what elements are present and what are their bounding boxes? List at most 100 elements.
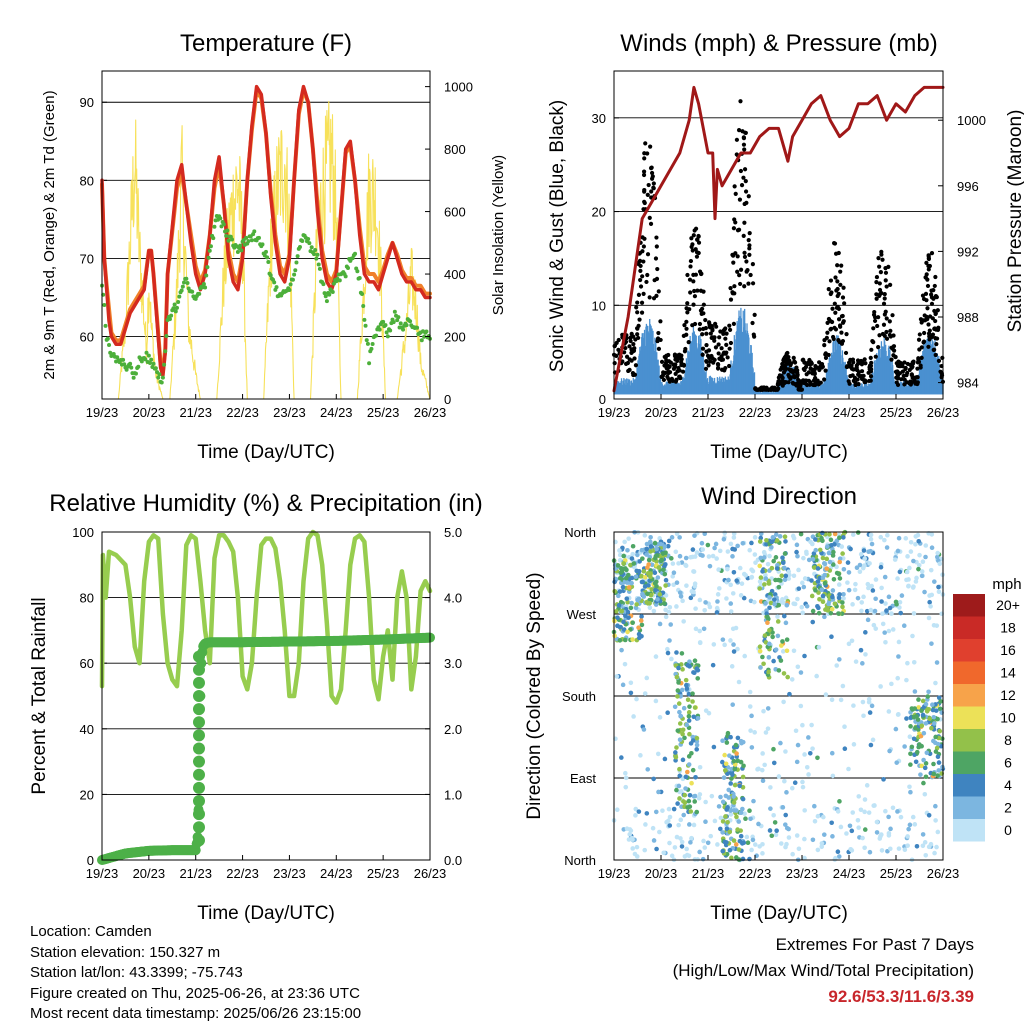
direction-point [726,795,732,800]
gust-point [747,252,752,257]
gust-point [679,360,684,365]
direction-point [617,552,623,558]
colorbar-label: 0 [1004,822,1012,838]
gust-point [932,283,937,289]
gust-point [927,328,932,333]
x-tick-label: 26/23 [927,866,960,881]
colorbar-swatch [953,774,985,797]
direction-point [749,540,754,546]
direction-point [661,567,666,573]
direction-point [837,592,842,597]
direction-point [677,773,683,779]
direction-point [740,856,746,862]
direction-point [629,600,634,606]
direction-point [932,850,937,856]
gust-point [828,278,834,283]
gust-point [780,383,785,388]
gust-point [623,345,628,351]
gust-point [708,359,713,364]
direction-point [813,547,819,553]
gust-point [839,330,844,335]
gust-point [873,354,878,359]
direction-point [689,780,694,786]
direction-point [926,615,932,621]
direction-point [619,755,624,760]
direction-point [616,603,622,608]
direction-tick-label: East [570,771,596,786]
direction-point [782,778,787,784]
direction-point [856,794,862,799]
direction-point [647,600,652,606]
gust-point [671,366,677,371]
dewpoint-point [401,327,406,332]
direction-point [857,562,863,568]
direction-point [855,817,861,823]
direction-point [721,536,727,542]
direction-point [730,554,735,559]
gust-point [683,346,688,352]
gust-point [651,181,656,186]
direction-point [886,814,891,820]
direction-point [741,763,746,769]
gust-point [880,257,885,262]
direction-point [897,599,903,605]
gust-point [741,142,747,147]
direction-point [929,545,935,550]
direction-point [834,564,839,570]
direction-point [826,601,831,607]
direction-title: Wind Direction [701,483,857,510]
gust-point [836,317,842,322]
direction-point [631,561,637,566]
direction-point [634,696,639,702]
direction-point [689,589,695,594]
direction-point [816,610,822,616]
direction-point [783,539,788,544]
direction-point [760,751,765,756]
direction-point [926,813,932,818]
direction-point [655,575,661,580]
direction-point [675,688,681,693]
direction-point [786,835,792,840]
direction-point [863,630,868,635]
direction-point [619,647,624,653]
gust-point [725,355,730,360]
direction-point [731,569,737,575]
direction-point [838,824,844,830]
gust-point [827,339,832,344]
gust-point [681,333,686,338]
gust-point [738,267,744,272]
direction-point [739,740,744,746]
direction-point [864,783,870,788]
direction-point [625,629,630,635]
direction-point [782,577,788,583]
direction-point [612,633,617,639]
gust-point [813,382,818,388]
dewpoint-point [323,294,328,299]
direction-point [777,534,783,539]
gust-point [828,326,834,331]
dewpoint-point [107,342,112,347]
direction-point [783,620,789,626]
direction-point [767,627,772,633]
x-tick-label: 25/23 [367,866,400,881]
gust-point [684,319,689,324]
direction-point [733,625,739,631]
gust-point [884,316,889,321]
dewpoint-point [238,243,243,248]
direction-point [873,577,879,582]
direction-point [685,805,690,810]
gust-point [732,284,737,289]
direction-point [890,627,896,632]
gust-point [933,311,938,316]
x-tick-label: 22/23 [226,866,259,881]
gust-point [815,378,820,383]
direction-point [675,694,680,699]
x-tick-label: 25/23 [880,405,913,420]
y2-tick-label: 600 [444,205,466,220]
direction-point [703,799,708,805]
extremes-heading: Extremes For Past 7 Days [775,935,974,954]
direction-point [691,569,697,574]
direction-point [842,724,847,729]
direction-point [674,787,679,793]
gust-point [935,308,940,313]
